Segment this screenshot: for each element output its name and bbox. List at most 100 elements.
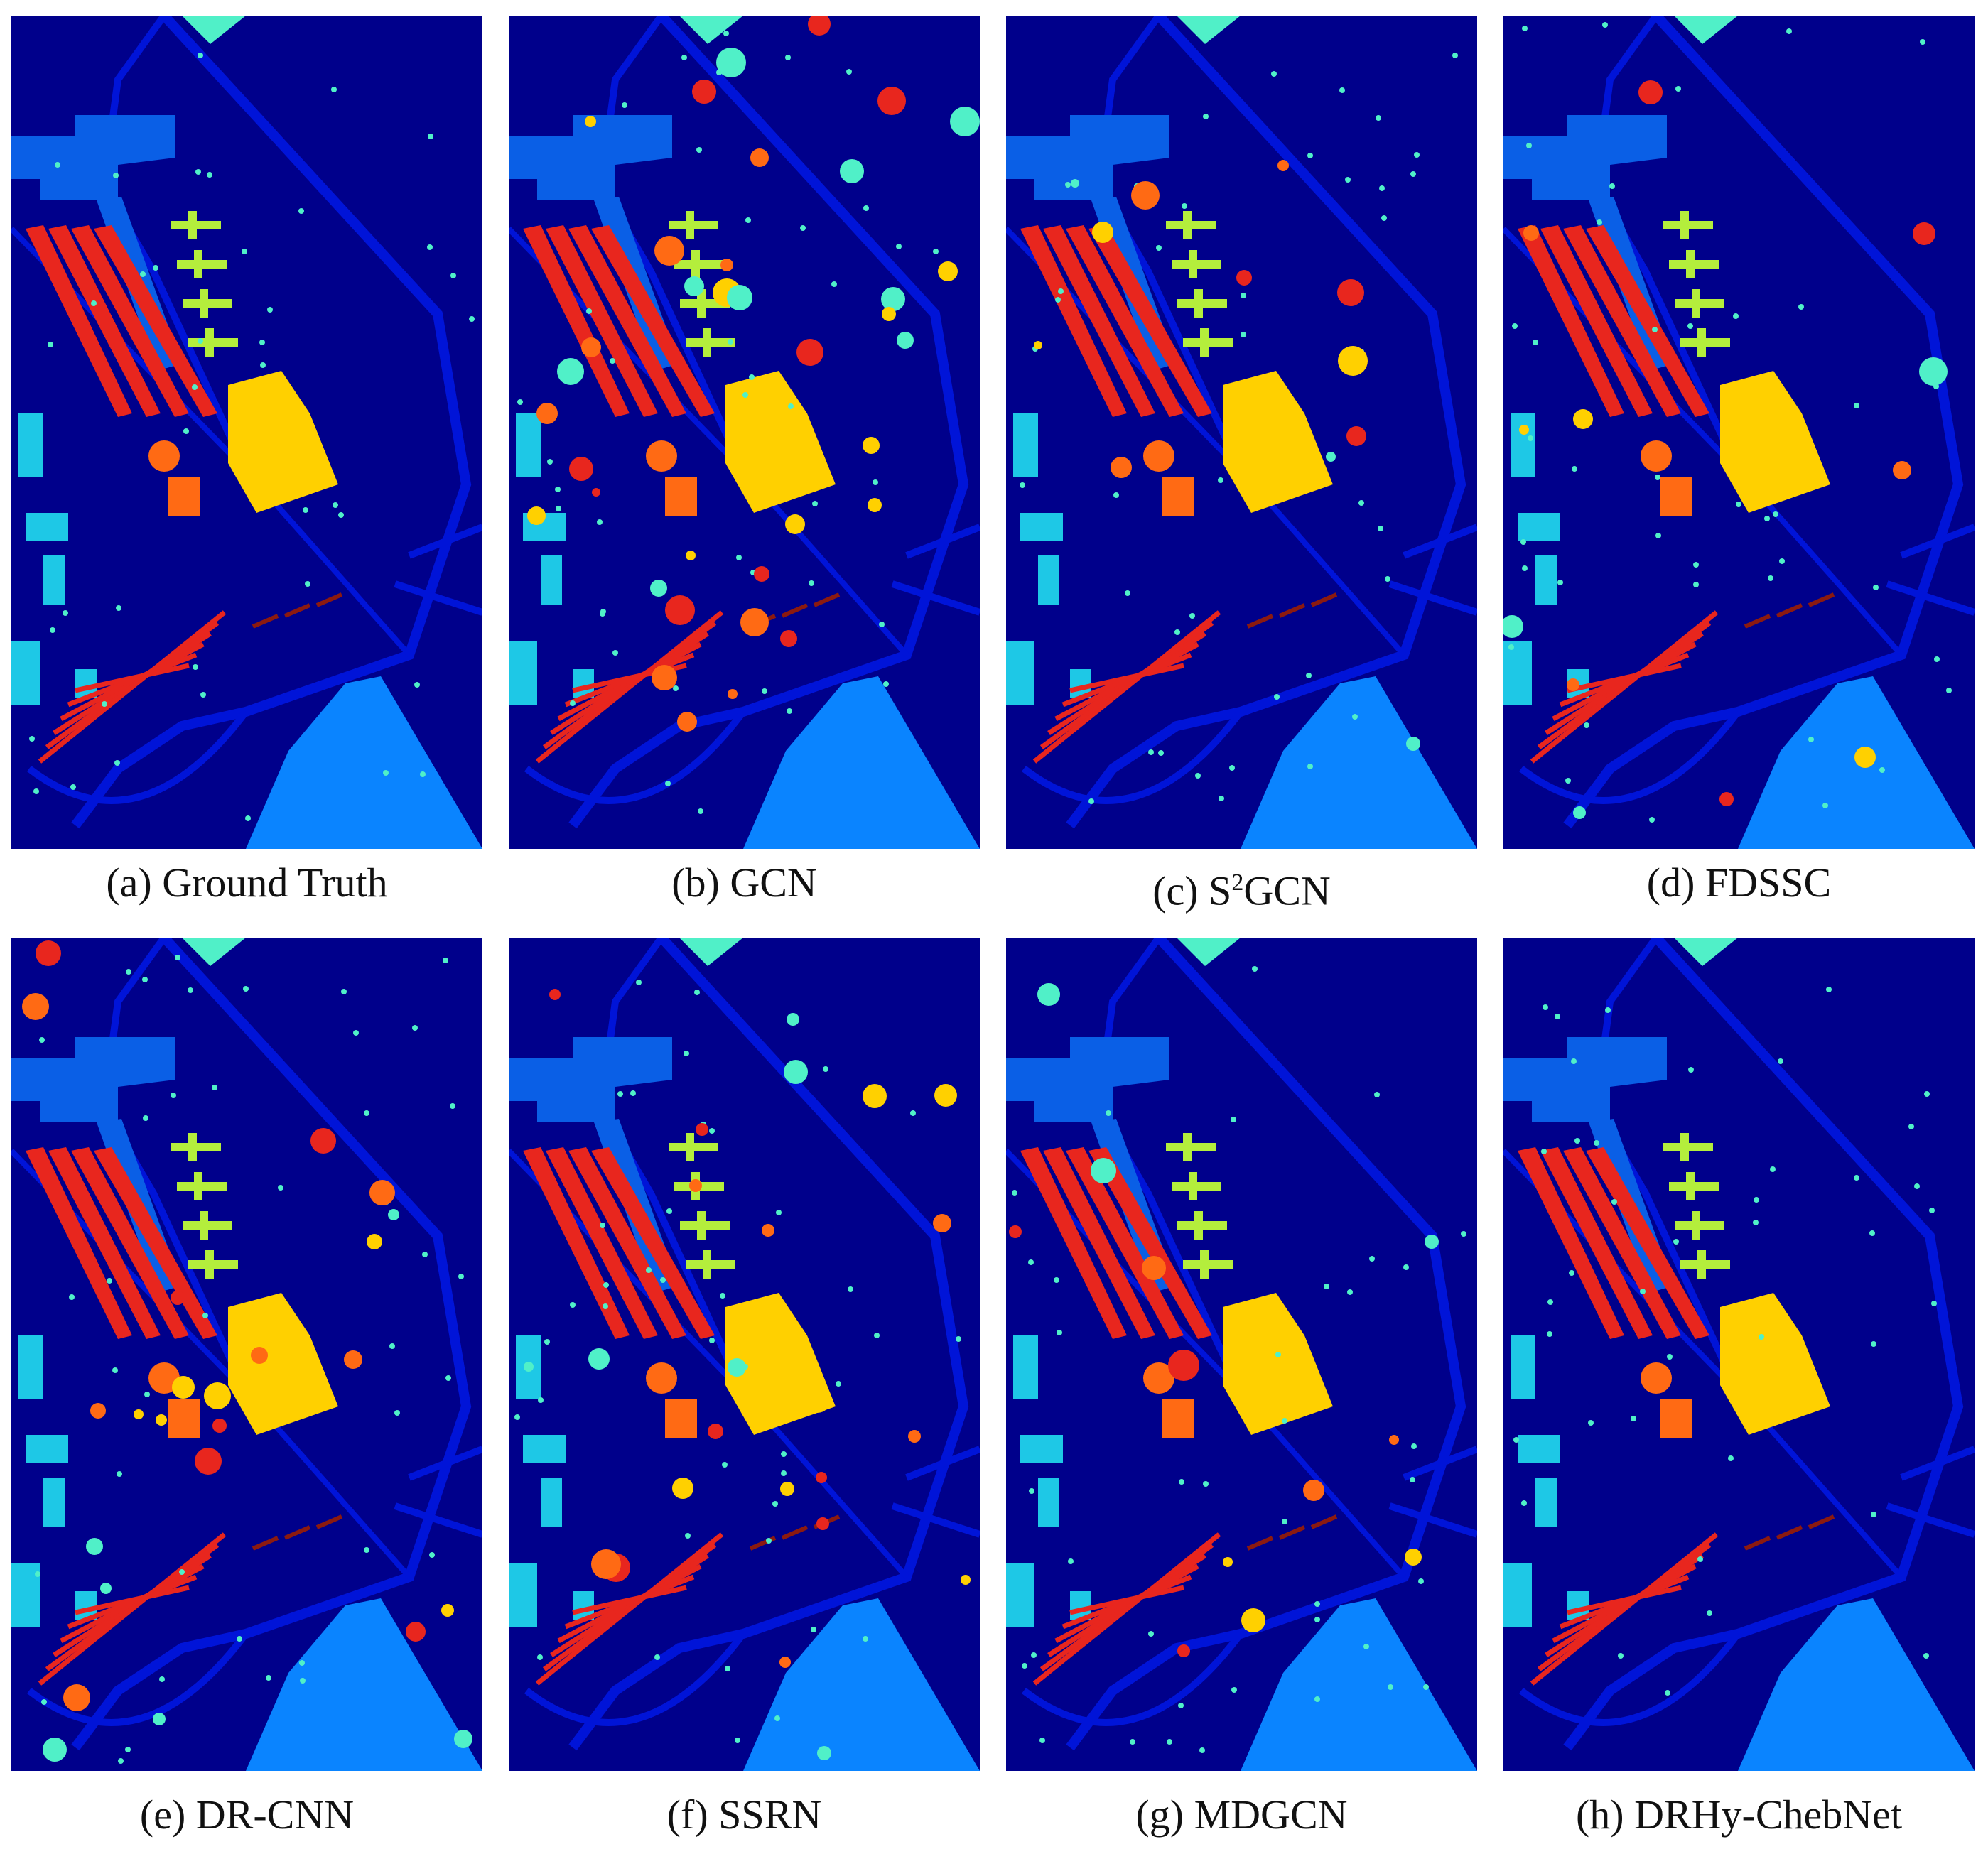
bitumen-stripe — [26, 1147, 132, 1339]
noise-blob — [1236, 270, 1252, 286]
aqua-dot — [1314, 1617, 1320, 1622]
brick-line — [1278, 603, 1306, 618]
bitumen-stripe — [1586, 1147, 1709, 1339]
aqua-dot — [1195, 773, 1201, 779]
lime-glyph — [1166, 211, 1216, 239]
noise-blob — [454, 1730, 472, 1748]
aqua-dot — [1055, 297, 1061, 303]
noise-blob — [251, 1347, 268, 1364]
panel-a-map — [11, 16, 482, 849]
caption-b: (b) GCN — [671, 860, 817, 906]
aqua-dot — [1565, 778, 1571, 784]
aqua-dot — [364, 1547, 369, 1553]
aqua-dot — [1203, 114, 1209, 119]
noise-blob — [934, 1084, 957, 1107]
noise-blob — [897, 332, 914, 349]
aqua-dot — [933, 249, 939, 254]
noise-blob — [195, 1448, 222, 1475]
aqua-dot — [1693, 562, 1699, 568]
noise-blob — [881, 287, 905, 311]
shadow-block — [665, 1399, 697, 1438]
aqua-dot — [811, 1627, 816, 1632]
lime-glyph — [1669, 250, 1719, 278]
noise-blob — [708, 1424, 723, 1439]
aqua-dot — [1307, 153, 1313, 158]
aqua-dot — [788, 403, 794, 409]
noise-blob — [1346, 426, 1366, 446]
gravel-block — [1720, 1293, 1830, 1435]
lime-glyph — [686, 328, 735, 357]
lime-glyph — [1675, 1211, 1724, 1240]
tree-patch — [1038, 555, 1059, 605]
tree-patch — [26, 513, 68, 541]
gravel-block — [228, 1293, 338, 1435]
caption-g: (g) MDGCN — [1135, 1791, 1348, 1838]
bitumen-stripe — [591, 225, 715, 417]
road-curve — [524, 1631, 746, 1726]
brick-line — [1744, 614, 1771, 629]
aqua-dot — [428, 134, 433, 139]
aqua-dot — [846, 69, 852, 75]
noise-blob — [1131, 181, 1160, 210]
aqua-dot — [1667, 1354, 1673, 1360]
aqua-dot — [1605, 1007, 1611, 1013]
brick-line — [315, 592, 343, 607]
aqua-dot — [1854, 403, 1859, 408]
aqua-dot — [1908, 1124, 1914, 1129]
aqua-dot — [1020, 482, 1025, 488]
noise-blob — [1405, 1549, 1422, 1566]
brick-line — [1246, 1536, 1274, 1551]
panel-c-map — [1006, 16, 1477, 849]
aqua-dot — [331, 87, 337, 92]
bitumen-row — [1567, 663, 1682, 693]
aqua-dot — [1602, 22, 1608, 28]
shadow-circle — [1143, 1362, 1174, 1394]
aqua-dot — [1324, 1284, 1329, 1289]
aqua-dot — [1241, 332, 1246, 337]
noise-blob — [592, 488, 600, 497]
aqua-dot — [125, 1747, 131, 1752]
aqua-dot — [1557, 580, 1563, 585]
noise-blob — [780, 1482, 794, 1496]
tree-patch — [541, 1478, 562, 1527]
lime-glyph — [1183, 328, 1233, 357]
noise-blob — [406, 1622, 426, 1642]
aqua-dot — [1282, 1418, 1287, 1424]
noise-blob — [369, 1180, 395, 1205]
aqua-dot — [1376, 115, 1381, 121]
lime-glyph — [1166, 1133, 1216, 1161]
bitumen-stripe — [71, 225, 189, 417]
lime-glyph — [171, 1133, 221, 1161]
tree-patch — [26, 1435, 68, 1463]
noise-blob — [938, 261, 958, 281]
aqua-dot — [1418, 1578, 1424, 1584]
aqua-dot — [1673, 1239, 1679, 1245]
noise-blob — [779, 1657, 791, 1668]
noise-blob — [882, 307, 896, 321]
tree-patch — [1511, 413, 1535, 477]
aqua-dot — [1826, 987, 1832, 992]
tree-patch — [1518, 513, 1560, 541]
caption-c-superscript: 2 — [1231, 869, 1244, 896]
aqua-dot — [383, 770, 389, 776]
aqua-dot — [1167, 1739, 1172, 1745]
aqua-dot — [1054, 1277, 1059, 1283]
bitumen-stripe — [48, 225, 161, 417]
aqua-dot — [1410, 1477, 1415, 1482]
aqua-dot — [1388, 1684, 1393, 1690]
aqua-dot — [600, 611, 605, 617]
noise-blob — [654, 236, 684, 266]
aqua-dot — [836, 1381, 841, 1387]
noise-blob — [1092, 222, 1113, 243]
aqua-dot — [685, 1533, 691, 1539]
noise-blob — [1009, 1225, 1022, 1238]
aqua-dot — [809, 580, 814, 586]
building-complex — [509, 115, 672, 200]
road-crossing — [1388, 524, 1477, 616]
lime-glyph — [183, 289, 232, 318]
road-crossing — [891, 1446, 980, 1538]
shadow-circle — [148, 440, 180, 472]
aqua-dot — [1275, 1352, 1281, 1357]
bitumen-row — [572, 1585, 687, 1615]
lime-glyph — [1680, 328, 1730, 357]
